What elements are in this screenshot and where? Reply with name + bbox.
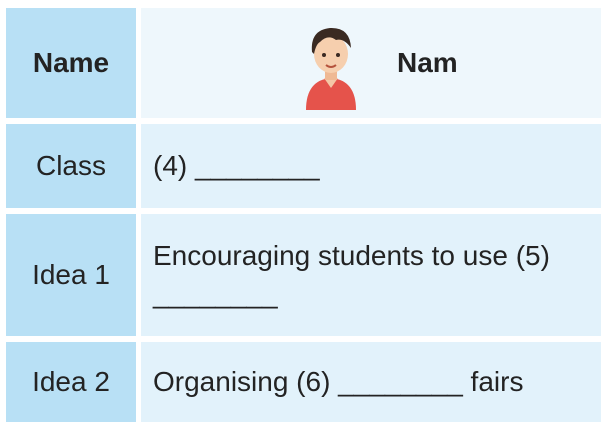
header-value: Nam [141, 8, 601, 118]
boy-icon [306, 27, 356, 110]
header-label: Name [6, 8, 136, 118]
row-label: Idea 1 [6, 214, 136, 336]
row-value: (4) ________ [141, 124, 601, 208]
row-label: Idea 2 [6, 342, 136, 422]
row-value: Encouraging students to use (5) ________ [141, 214, 601, 336]
row-value: Organising (6) ________ fairs [141, 342, 601, 422]
row-label: Class [6, 124, 136, 208]
